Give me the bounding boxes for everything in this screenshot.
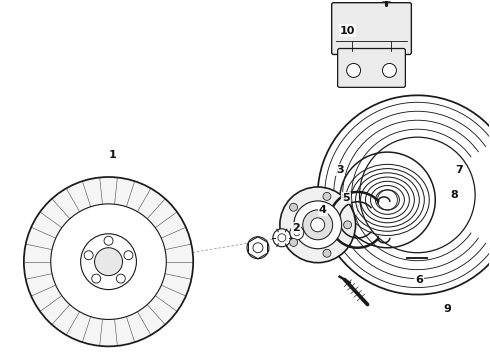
Circle shape — [383, 63, 396, 77]
Circle shape — [280, 187, 356, 263]
Circle shape — [360, 137, 475, 253]
Circle shape — [346, 63, 361, 77]
Circle shape — [343, 221, 352, 229]
FancyBboxPatch shape — [332, 3, 412, 54]
Circle shape — [311, 218, 325, 232]
Circle shape — [323, 193, 331, 201]
Text: 2: 2 — [292, 223, 300, 233]
Circle shape — [290, 226, 304, 240]
Circle shape — [294, 201, 342, 249]
Circle shape — [247, 237, 269, 259]
Text: 10: 10 — [340, 26, 355, 36]
Circle shape — [290, 238, 297, 246]
Circle shape — [303, 210, 333, 240]
Circle shape — [104, 236, 113, 245]
Text: 9: 9 — [443, 305, 451, 315]
Circle shape — [24, 177, 193, 346]
Text: 6: 6 — [416, 275, 423, 285]
Circle shape — [273, 229, 291, 247]
Text: 8: 8 — [450, 190, 458, 200]
Circle shape — [323, 249, 331, 257]
FancyBboxPatch shape — [338, 49, 405, 87]
Circle shape — [51, 204, 166, 319]
Text: 1: 1 — [109, 150, 117, 160]
Circle shape — [84, 251, 93, 260]
Text: 5: 5 — [342, 193, 349, 203]
Circle shape — [95, 248, 122, 276]
Text: 3: 3 — [336, 165, 343, 175]
Circle shape — [92, 274, 101, 283]
Text: 7: 7 — [455, 165, 463, 175]
Circle shape — [290, 203, 297, 211]
Circle shape — [124, 251, 133, 260]
Circle shape — [116, 274, 125, 283]
Text: 4: 4 — [319, 205, 327, 215]
Circle shape — [81, 234, 136, 289]
